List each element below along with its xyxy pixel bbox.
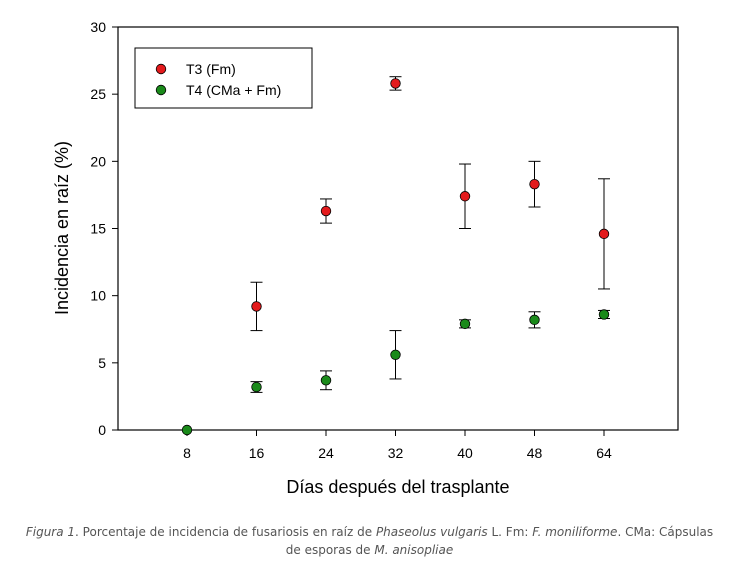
x-tick-label-32: 32 <box>388 445 404 461</box>
data-point <box>598 309 610 320</box>
caption-species: Phaseolus vulgaris <box>375 525 488 539</box>
y-tick-label-5: 5 <box>98 355 106 371</box>
data-point <box>320 375 332 386</box>
data-point <box>459 191 471 202</box>
legend-marker-t4 <box>155 84 167 96</box>
y-axis: 0 5 10 15 20 25 30 <box>90 19 118 438</box>
data-point <box>251 381 262 393</box>
y-axis-title: Incidencia en raíz (%) <box>52 141 72 315</box>
caption-text-3: . CMa: Cápsulas de esporas de <box>285 525 714 557</box>
y-tick-label-0: 0 <box>98 422 106 438</box>
x-tick-label-48: 48 <box>527 445 543 461</box>
caption-figure-label: Figura 1 <box>25 525 76 539</box>
series-t3 <box>250 76 610 332</box>
figure-caption: Figura 1. Porcentaje de incidencia de fu… <box>20 523 719 559</box>
x-axis-title: Días después del trasplante <box>286 477 509 497</box>
legend-label-t3: T3 (Fm) <box>186 61 236 77</box>
series-layer <box>181 76 610 436</box>
legend: T3 (Fm) T4 (CMa + Fm) <box>134 47 313 109</box>
data-point <box>390 78 401 89</box>
x-tick-label-16: 16 <box>249 445 265 461</box>
data-point <box>459 318 471 330</box>
x-tick-label-24: 24 <box>318 445 334 461</box>
y-tick-label-10: 10 <box>90 288 106 304</box>
x-tick-label-8: 8 <box>183 445 191 461</box>
data-point <box>598 228 610 240</box>
caption-pathogen: F. moniliforme <box>532 525 618 539</box>
x-tick-label-64: 64 <box>596 445 612 461</box>
y-tick-label-20: 20 <box>90 153 106 169</box>
data-point <box>529 314 540 326</box>
data-point <box>529 178 540 190</box>
legend-box <box>134 47 313 109</box>
y-tick-label-25: 25 <box>90 86 106 102</box>
caption-text-2: L. Fm: <box>487 525 533 539</box>
caption-agent: M. anisopliae <box>374 543 454 557</box>
y-tick-label-15: 15 <box>90 221 106 237</box>
legend-marker-t3 <box>155 63 167 75</box>
data-point <box>251 301 262 312</box>
data-point <box>181 424 193 436</box>
data-point <box>320 205 332 217</box>
data-point <box>390 349 401 360</box>
series-t4 <box>181 309 610 436</box>
caption-text-1: . Porcentaje de incidencia de fusariosis… <box>75 525 376 539</box>
scatter-chart: 0 5 10 15 20 25 30 8 16 24 32 40 48 64 Incidencia en… <box>52 19 679 497</box>
legend-label-t4: T4 (CMa + Fm) <box>186 82 281 98</box>
x-tick-label-40: 40 <box>457 445 473 461</box>
y-tick-label-30: 30 <box>90 19 106 35</box>
x-axis: 8 16 24 32 40 48 64 <box>183 430 612 461</box>
